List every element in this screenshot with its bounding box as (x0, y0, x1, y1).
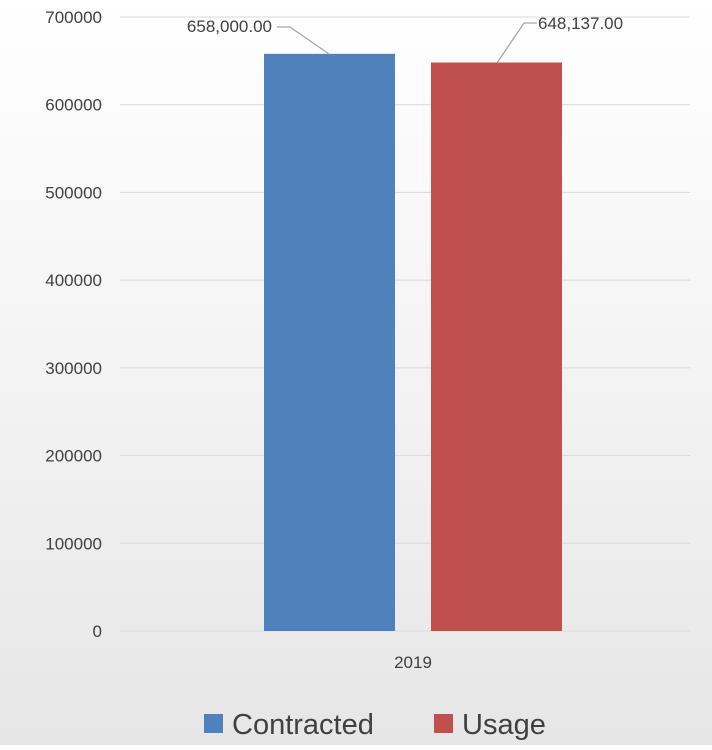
y-tick-label: 500000 (45, 183, 102, 202)
y-tick-label: 0 (93, 622, 102, 641)
legend-swatch-contracted (204, 714, 223, 733)
gridlines (120, 16, 690, 632)
bars (264, 53, 562, 631)
leader-line (496, 22, 537, 64)
x-axis-ticks: 2019 (394, 653, 432, 672)
y-tick-label: 200000 (45, 447, 102, 466)
y-tick-label: 700000 (45, 8, 102, 27)
y-tick-label: 300000 (45, 359, 102, 378)
data-labels: 658,000.00 648,137.00 (187, 14, 623, 64)
y-tick-label: 400000 (45, 271, 102, 290)
data-label-contracted: 658,000.00 (187, 17, 272, 36)
y-tick-label: 100000 (45, 534, 102, 553)
bar-contracted (264, 53, 395, 631)
bar-usage (431, 62, 562, 631)
legend-swatch-usage (434, 714, 453, 733)
x-tick-label: 2019 (394, 653, 432, 672)
legend-label-usage: Usage (462, 709, 546, 741)
y-tick-label: 600000 (45, 96, 102, 115)
legend-label-contracted: Contracted (232, 709, 374, 741)
leader-line (277, 26, 330, 55)
y-axis-ticks: 0 100000 200000 300000 400000 500000 600000 700… (45, 8, 102, 641)
data-label-usage: 648,137.00 (538, 14, 623, 33)
legend: Contracted Usage (204, 709, 546, 741)
